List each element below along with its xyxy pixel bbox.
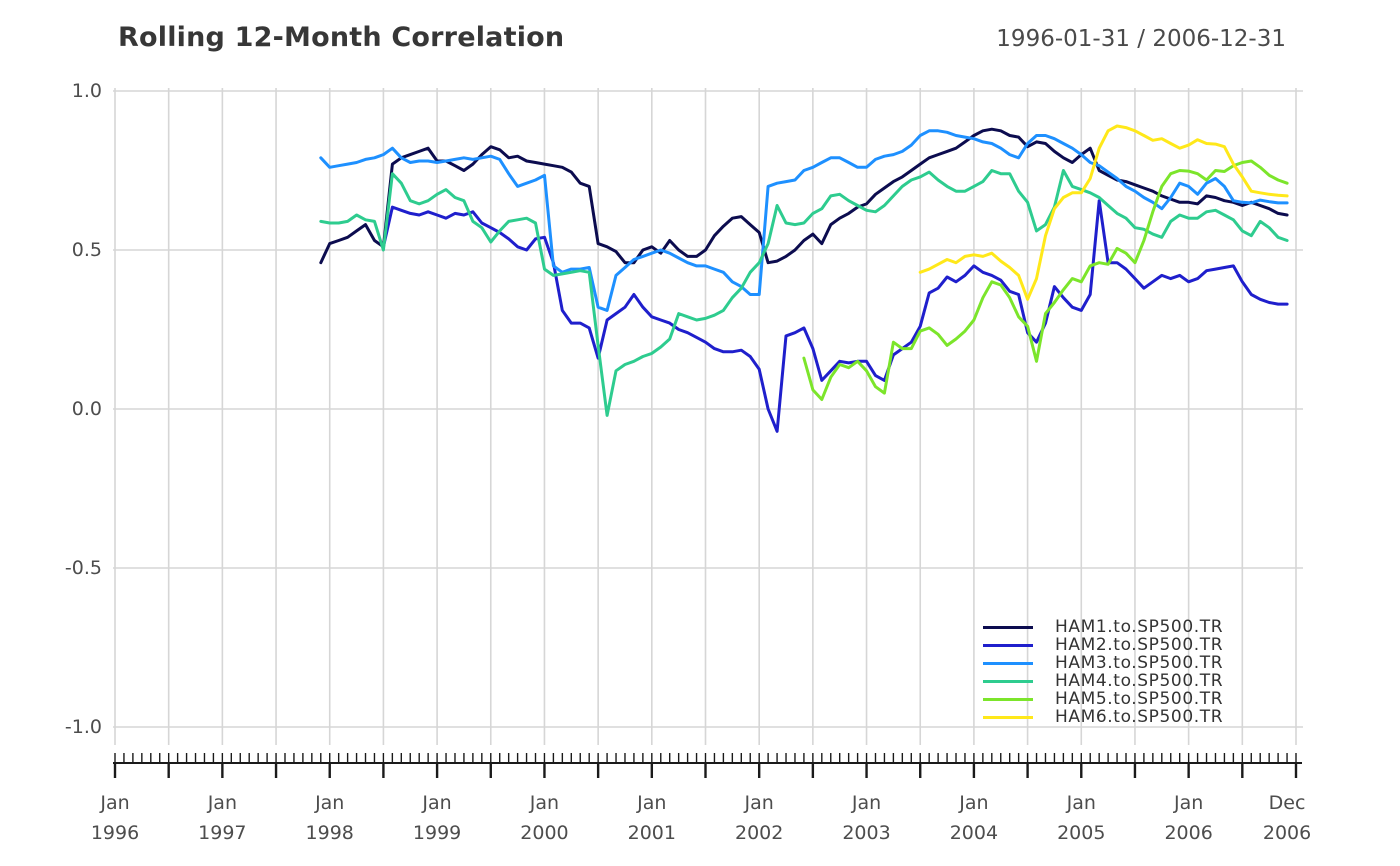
- legend-label: HAM5.to.SP500.TR: [1055, 689, 1224, 709]
- legend-line-swatch: [983, 625, 1033, 629]
- y-tick-label: 0.5: [71, 239, 102, 261]
- x-tick-label: Jan 2001: [627, 792, 676, 844]
- series-line-HAM6: [918, 124, 1289, 301]
- x-tick-label: Jan 1998: [305, 792, 354, 844]
- legend-line-swatch: [983, 715, 1033, 719]
- legend: HAM1.to.SP500.TR HAM2.to.SP500.TR HAM3.to.…: [983, 617, 1224, 727]
- x-tick-label: Jan 1999: [412, 792, 462, 844]
- x-tick-label: Jan 2002: [734, 792, 784, 844]
- legend-label: HAM6.to.SP500.TR: [1055, 707, 1224, 727]
- legend-label: HAM1.to.SP500.TR: [1055, 617, 1224, 637]
- legend-line-swatch: [983, 643, 1033, 647]
- series-line-HAM5: [802, 159, 1289, 401]
- legend-item: HAM1.to.SP500.TR: [983, 617, 1224, 637]
- chart-date-range: 1996-01-31 / 2006-12-31: [996, 26, 1286, 52]
- x-tick-label: Jan 2005: [1057, 792, 1106, 844]
- legend-line-swatch: [983, 697, 1033, 701]
- legend-label: HAM4.to.SP500.TR: [1055, 671, 1224, 691]
- x-tick-label: Jan 2004: [949, 792, 999, 844]
- legend-item: HAM4.to.SP500.TR: [983, 671, 1224, 691]
- x-tick-label: Jan 1996: [90, 792, 140, 844]
- y-tick-label: -1.0: [64, 716, 102, 738]
- x-tick-label: Jan 2006: [1164, 792, 1213, 844]
- x-tick-label: Jan 2003: [842, 792, 891, 844]
- legend-item: HAM6.to.SP500.TR: [983, 707, 1224, 727]
- x-tick-label: Jan 2000: [520, 792, 569, 844]
- series-line-HAM2: [381, 199, 1289, 433]
- legend-label: HAM2.to.SP500.TR: [1055, 635, 1224, 655]
- x-tick-label: Dec 2006: [1262, 792, 1312, 844]
- legend-label: HAM3.to.SP500.TR: [1055, 653, 1224, 673]
- chart-title: Rolling 12-Month Correlation: [118, 22, 565, 53]
- legend-item: HAM2.to.SP500.TR: [983, 635, 1224, 655]
- x-tick-label: Jan 1997: [198, 792, 247, 844]
- series-line-HAM1: [319, 127, 1289, 265]
- legend-line-swatch: [983, 679, 1033, 683]
- y-tick-label: -0.5: [64, 557, 102, 579]
- series-line-HAM3: [319, 129, 1289, 312]
- legend-item: HAM5.to.SP500.TR: [983, 689, 1224, 709]
- series-line-HAM4: [319, 169, 1289, 417]
- y-tick-label: 1.0: [71, 80, 102, 102]
- legend-line-swatch: [983, 661, 1033, 665]
- y-tick-label: 0.0: [71, 398, 102, 420]
- legend-item: HAM3.to.SP500.TR: [983, 653, 1224, 673]
